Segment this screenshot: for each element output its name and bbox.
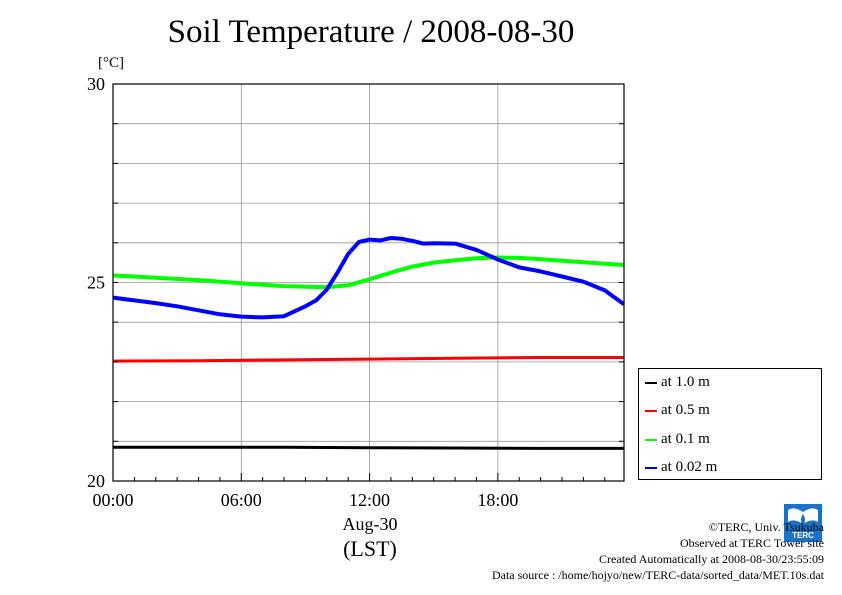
series-line	[112, 236, 626, 320]
footer-source: Data source : /home/hojyo/new/TERC-data/…	[491, 568, 824, 582]
legend-swatch-1m	[645, 381, 657, 384]
series-line	[112, 356, 624, 363]
legend-swatch-002m	[645, 466, 657, 469]
x-axis-label: (LST)	[343, 536, 397, 561]
legend-item-01m: at 0.1 m	[645, 429, 710, 449]
legend-item-1m: at 1.0 m	[645, 372, 710, 392]
logo-text: TERC	[792, 531, 814, 540]
x-tick-label: 12:00	[349, 490, 390, 510]
legend-swatch-01m	[645, 438, 657, 441]
legend-item-002m: at 0.02 m	[645, 457, 717, 477]
series-line	[113, 445, 624, 450]
chart-title: Soil Temperature / 2008-08-30	[167, 14, 575, 50]
footer-created: Created Automatically at 2008-08-30/23:5…	[599, 552, 824, 566]
y-tick-label: 30	[87, 74, 105, 94]
footer-copyright: ©TERC, Univ. Tsukuba	[708, 520, 824, 534]
x-tick-label: 00:00	[92, 490, 133, 510]
x-tick-label: 18:00	[477, 490, 518, 510]
legend-label-002m: at 0.02 m	[661, 459, 718, 475]
footer-credits: ©TERC, Univ. Tsukuba Observed at TERC To…	[492, 519, 824, 583]
y-tick-label: 20	[87, 471, 105, 491]
legend-swatch-05m	[645, 409, 657, 412]
legend-item-05m: at 0.5 m	[645, 400, 710, 420]
x-date-label: Aug-30	[342, 514, 398, 534]
series-line	[112, 255, 625, 290]
y-unit-label: [°C]	[98, 55, 124, 71]
legend-label-05m: at 0.5 m	[661, 402, 710, 418]
y-tick-label: 25	[87, 273, 105, 293]
footer-observed: Observed at TERC Tower site	[679, 536, 824, 550]
legend: at 1.0 m at 0.5 m at 0.1 m at 0.02 m	[638, 368, 822, 480]
legend-label-01m: at 0.1 m	[661, 431, 710, 447]
terc-logo-icon: TERC	[784, 504, 822, 542]
x-tick-label: 06:00	[221, 490, 262, 510]
legend-label-1m: at 1.0 m	[661, 374, 710, 390]
